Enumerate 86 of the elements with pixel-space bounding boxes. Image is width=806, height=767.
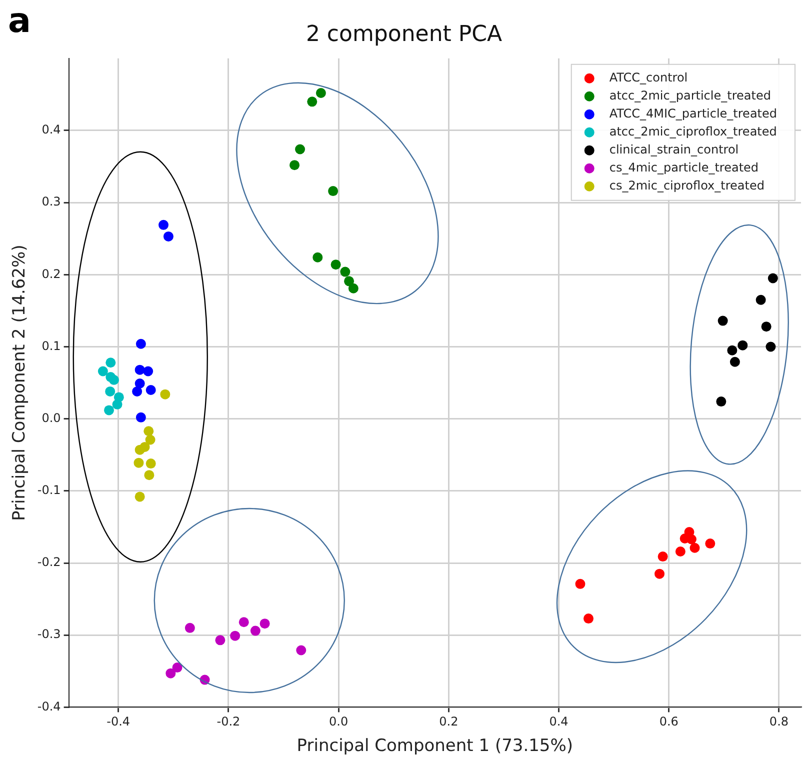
point <box>136 338 146 349</box>
y-tick-label: -0.3 <box>37 627 61 642</box>
y-tick-label: 0.4 <box>42 122 61 137</box>
legend-label: cs_2mic_ciproflox_treated <box>609 178 764 193</box>
point <box>106 358 116 368</box>
x-tick-label: 0.0 <box>329 714 348 729</box>
point <box>146 458 156 469</box>
point <box>738 340 748 350</box>
x-tick-label: 0.2 <box>439 714 458 729</box>
point <box>184 622 195 633</box>
point <box>295 144 306 154</box>
point <box>166 668 176 678</box>
point <box>230 630 240 641</box>
chart-title: 2 component PCA <box>306 22 502 47</box>
point <box>145 434 156 445</box>
point <box>134 444 145 455</box>
point <box>727 345 738 356</box>
x-tick-label: 0.4 <box>549 714 568 729</box>
y-tick-label: -0.2 <box>37 555 61 570</box>
point <box>134 364 145 375</box>
point <box>340 266 350 277</box>
point <box>104 405 114 416</box>
point <box>158 220 169 230</box>
point <box>686 534 696 544</box>
point <box>143 366 154 376</box>
point <box>163 231 174 242</box>
point <box>250 626 260 636</box>
point <box>658 552 668 562</box>
legend-label: ATCC_4MIC_particle_treated <box>609 106 778 121</box>
point <box>108 374 119 385</box>
point <box>134 492 145 502</box>
point <box>260 618 270 629</box>
legend-label: atcc_2mic_particle_treated <box>609 88 771 103</box>
point <box>215 635 226 646</box>
point <box>690 542 700 553</box>
point <box>761 322 772 332</box>
x-axis-title: Principal Component 1 (73.15%) <box>296 736 574 756</box>
point <box>132 386 142 396</box>
point <box>290 160 300 170</box>
point <box>766 342 776 352</box>
y-tick-label: 0.1 <box>42 338 61 353</box>
point <box>105 386 116 396</box>
point <box>705 538 716 549</box>
legend-label: clinical_strain_control <box>609 142 739 157</box>
point <box>584 614 594 624</box>
point <box>768 273 778 284</box>
point <box>575 578 586 589</box>
y-tick-label: -0.1 <box>37 483 61 498</box>
text: a <box>8 0 31 41</box>
y-tick-label: -0.4 <box>37 699 61 714</box>
point <box>344 276 354 286</box>
point <box>134 378 145 389</box>
legend-label: cs_4mic_particle_treated <box>609 160 759 175</box>
x-tick-label: -0.2 <box>216 714 240 729</box>
point <box>144 426 154 436</box>
y-tick-label: 0.0 <box>42 410 61 425</box>
point <box>98 366 108 376</box>
point <box>330 260 341 270</box>
legend-label: atcc_2mic_ciproflox_treated <box>609 124 777 139</box>
point <box>136 412 146 422</box>
point <box>146 385 156 396</box>
point <box>718 316 728 326</box>
point <box>312 252 323 262</box>
point <box>328 186 338 196</box>
y-axis-title: Principal Component 2 (14.62%) <box>10 244 30 521</box>
y-tick-label: 0.3 <box>42 194 61 209</box>
point <box>296 645 306 656</box>
point <box>348 283 358 294</box>
point <box>307 96 318 107</box>
point <box>112 399 122 410</box>
point <box>654 568 665 579</box>
point <box>144 470 154 480</box>
point <box>716 396 726 407</box>
point <box>238 617 249 628</box>
point <box>160 389 170 400</box>
point <box>730 356 740 367</box>
x-tick-label: -0.4 <box>106 714 130 729</box>
legend-label: ATCC_control <box>609 70 688 85</box>
point <box>134 458 144 468</box>
point <box>675 546 686 556</box>
point <box>172 662 182 673</box>
point <box>316 88 326 98</box>
point <box>756 294 766 305</box>
x-tick-label: 0.8 <box>769 714 789 729</box>
x-tick-label: 0.6 <box>659 714 678 729</box>
y-tick-label: 0.2 <box>42 266 61 281</box>
